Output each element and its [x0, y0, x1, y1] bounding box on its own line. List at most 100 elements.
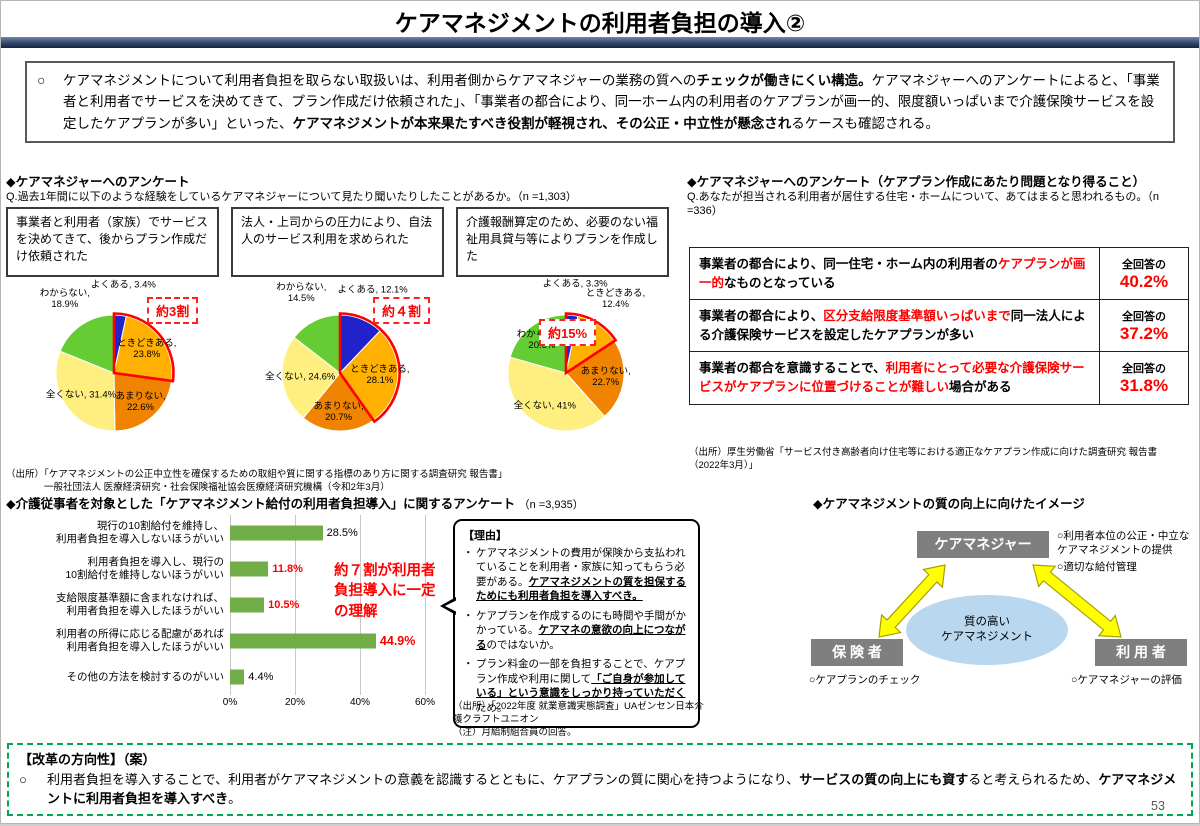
- bar: [230, 669, 245, 685]
- text-segment: 事業者の都合により、: [699, 309, 824, 324]
- bar-area: 11.8%: [230, 551, 450, 587]
- diagram-user-note: ○ケアマネジャーの評価: [1071, 674, 1182, 686]
- reasons-speech-bubble: 【理由】 ・ケアマネジメントの費用が保険から支払われていることを利用者・家族に知…: [440, 519, 700, 729]
- pie-highlight-outline: [338, 312, 401, 424]
- pie-slice: [339, 330, 399, 421]
- x-axis-tick-label: 40%: [349, 697, 371, 708]
- pie-charts-row: よくある, 3.4% ときどきある, 23.8% あまりない, 22.6% 全くない,…: [1, 277, 681, 469]
- reasons-list: ・ケアマネジメントの費用が保険から支払われていることを利用者・家族に知ってもらう…: [463, 546, 690, 715]
- pie-slice-label: ときどきある, 28.1%: [350, 363, 410, 386]
- x-axis-tick-label: 20%: [284, 697, 306, 708]
- diagram-top-notes: ○利用者本位の公正・中立なケアマネジメントの提供 ○適切な給付管理: [1057, 529, 1197, 575]
- pie-slice: [302, 372, 375, 432]
- diagram-box-insurer: 保 険 者: [811, 639, 903, 666]
- value-prefix: 全回答の: [1122, 310, 1166, 323]
- bar-value-label: 28.5%: [326, 527, 358, 539]
- bar-area: 10.5%: [230, 587, 450, 623]
- bar-value-label: 10.5%: [268, 599, 300, 611]
- text-segment: 利用者負担を導入することで、利用者がケアマネジメントの意義を認識するとともに、ケ…: [47, 771, 800, 787]
- value-percent: 31.8%: [1119, 376, 1169, 396]
- diagram-box-caremanager: ケアマネジャー: [917, 531, 1049, 558]
- bar-chart-source-line2: （注）月給制組合員の回答。: [453, 726, 577, 738]
- summary-marker: ○: [37, 72, 46, 88]
- diagram-top-note-2: ○適切な給付管理: [1057, 561, 1137, 574]
- bar-row: 支給限度基準額に含まれなければ、 利用者負担を導入したほうがいい 10.5%: [6, 587, 450, 623]
- text-segment: 「ご自身が参加している」という意識をしっかり持っていただく: [476, 672, 686, 700]
- pie-slice: [59, 314, 115, 374]
- text-segment: 事業者の都合を意識することで、: [699, 361, 886, 376]
- left-survey-question: Q.過去1年間に以下のような経験をしているケアマネジャーについて見たり聞いたりし…: [6, 191, 577, 203]
- page-title: ケアマネジメントの利用者負担の導入②: [394, 10, 806, 36]
- pie-slice: [113, 315, 173, 382]
- value-prefix: 全回答の: [1122, 363, 1166, 376]
- text-segment: ケアマネジメントについて利用者負担を取らない取扱いは、利用者側からケアマネジャー…: [63, 73, 697, 88]
- text-segment: るケースも確認される。: [791, 115, 940, 131]
- table-row-value: 全回答の 31.8%: [1099, 352, 1188, 404]
- diagram-arrows: [878, 564, 1122, 638]
- pie-chart-svg: [55, 312, 175, 432]
- bar: [230, 561, 269, 577]
- pie-slice: [507, 356, 606, 432]
- bar-row: その他の方法を検討するのがいい 4.4%: [6, 659, 450, 695]
- double-arrow: [1032, 564, 1122, 638]
- reform-direction-text: 利用者負担を導入することで、利用者がケアマネジメントの意義を認識するとともに、ケ…: [47, 770, 1181, 809]
- pie-slice-label: よくある, 3.3%: [542, 279, 608, 291]
- pie-slice-label: あまりない, 20.7%: [313, 401, 364, 423]
- bar-value-label: 4.4%: [248, 671, 274, 683]
- diagram-top-note-1: ○利用者本位の公正・中立なケアマネジメントの提供: [1057, 530, 1190, 557]
- left-survey-heading: ◆ケアマネジャーへのアンケート: [6, 175, 190, 189]
- pie-slice: [113, 372, 173, 432]
- reason-item: ・ケアマネジメントの費用が保険から支払われていることを利用者・家族に知ってもらう…: [463, 546, 690, 604]
- grid-line: [295, 515, 296, 695]
- bar-value-label: 44.9%: [379, 634, 416, 648]
- left-survey-source: （出所）「ケアマネジメントの公正中立性を確保するための取組や質に関する指標のあり…: [6, 469, 508, 493]
- bar: [230, 525, 323, 541]
- title-divider-bar: [1, 37, 1199, 48]
- table-row: 事業者の都合により、区分支給限度基準額いっぱいまで同一法人による介護保険サービス…: [689, 299, 1189, 353]
- pie-slice-label: よくある, 12.1%: [337, 284, 408, 296]
- text-segment: チェックが働きにくい構造。: [696, 73, 872, 88]
- text-segment: ケアマネジメントの費用が保険から支払われていることを利用者・家族に知ってもらう必…: [476, 547, 686, 588]
- pie-chart: よくある, 3.4% ときどきある, 23.8% あまりない, 22.6% 全くない,…: [1, 277, 227, 469]
- reason-text: ケアマネジメントの費用が保険から支払われていることを利用者・家族に知ってもらう必…: [476, 546, 690, 604]
- survey-question-box: 事業者と利用者（家族）でサービスを決めてきて、後からプラン作成だけ依頼された: [6, 207, 219, 277]
- table-row: 事業者の都合を意識することで、利用者にとって必要な介護保険サービスがケアプランに…: [689, 351, 1189, 405]
- bar-category-label: 支給限度基準額に含まれなければ、 利用者負担を導入したほうがいい: [56, 592, 224, 617]
- reason-text: プラン料金の一部を負担することで、ケアプラン作成や利用に関して「ご自身が参加して…: [476, 657, 690, 715]
- bullet-marker: ・: [463, 547, 474, 559]
- reason-text: ケアプランを作成するのにも時間や手間がかかっている。ケアマネの意欲の向上につなが…: [476, 609, 690, 652]
- text-segment: ケアマネジメントに利用者負担を導入すべき: [47, 771, 1177, 807]
- text-segment: サービスの質の向上にも資す: [799, 771, 969, 787]
- table-row-value: 全回答の 40.2%: [1099, 248, 1188, 300]
- survey-question-box: 介護報酬算定のため、必要のない福祉用具貸与等によりプランを作成した: [456, 207, 669, 277]
- bar-category-label: 現行の10割給付を維持し、 利用者負担を導入しないほうがいい: [56, 520, 224, 545]
- bar-chart-source: （出所）「2022年度 就業意識実態調査」UAゼンセン日本介護クラフトユニオン …: [453, 701, 713, 739]
- pie-highlight-callout: 約15%: [539, 319, 597, 346]
- text-segment: 利用者にとって必要な介護保険サービスがケアプランに位置づけることが難しい: [699, 361, 1085, 395]
- x-axis-tick-label: 0%: [222, 697, 238, 708]
- text-segment: 同一法人による介護保険サービスを設定したケアプランが多い: [699, 309, 1086, 342]
- pie-slice-label: 全くない, 41%: [513, 400, 576, 412]
- text-segment: ケアマネジャーへのアンケートによると、「事業者と利用者でサービスを決めてきて、プ…: [63, 73, 1160, 131]
- value-percent: 37.2%: [1119, 323, 1169, 343]
- text-segment: なものとなっている: [724, 275, 836, 290]
- pie-slice-label: ときどきある, 12.4%: [585, 288, 646, 311]
- table-row-text: 事業者の都合により、同一住宅・ホーム内の利用者のケアプランが画一的なものとなって…: [690, 248, 1099, 300]
- double-arrow: [878, 564, 946, 638]
- pie-slice-label: あまりない, 22.7%: [580, 366, 631, 389]
- diagram-box-user: 利 用 者: [1095, 639, 1187, 666]
- bar-value-label: 11.8%: [272, 563, 303, 575]
- text-segment: ため。: [476, 701, 508, 714]
- pie-highlight-outline: [112, 312, 175, 383]
- right-survey-heading: ◆ケアマネジャーへのアンケート（ケアプラン作成にあたり問題となり得ること）: [687, 175, 1146, 189]
- right-survey-question: Q.あなたが担当される利用者が居住する住宅・ホームについて、あてはまると思われる…: [687, 191, 1160, 218]
- pie-chart: よくある, 3.3% ときどきある, 12.4% あまりない, 22.7% 全くない,…: [453, 277, 679, 469]
- bar-row: 現行の10割給付を維持し、 利用者負担を導入しないほうがいい 28.5%: [6, 515, 450, 551]
- bar-chart-heading-text: ◆介護従事者を対象とした「ケアマネジメント給付の利用者負担導入」に関するアンケー…: [6, 497, 516, 511]
- bullet-marker: ・: [463, 658, 474, 671]
- bar-area: 28.5%: [230, 515, 450, 551]
- summary-text: ケアマネジメントについて利用者負担を取らない取扱いは、利用者側からケアマネジャー…: [63, 70, 1161, 134]
- pie-slice-label: ときどきある, 23.8%: [117, 338, 177, 361]
- pie-slice-label: わからない, 14.5%: [276, 282, 327, 304]
